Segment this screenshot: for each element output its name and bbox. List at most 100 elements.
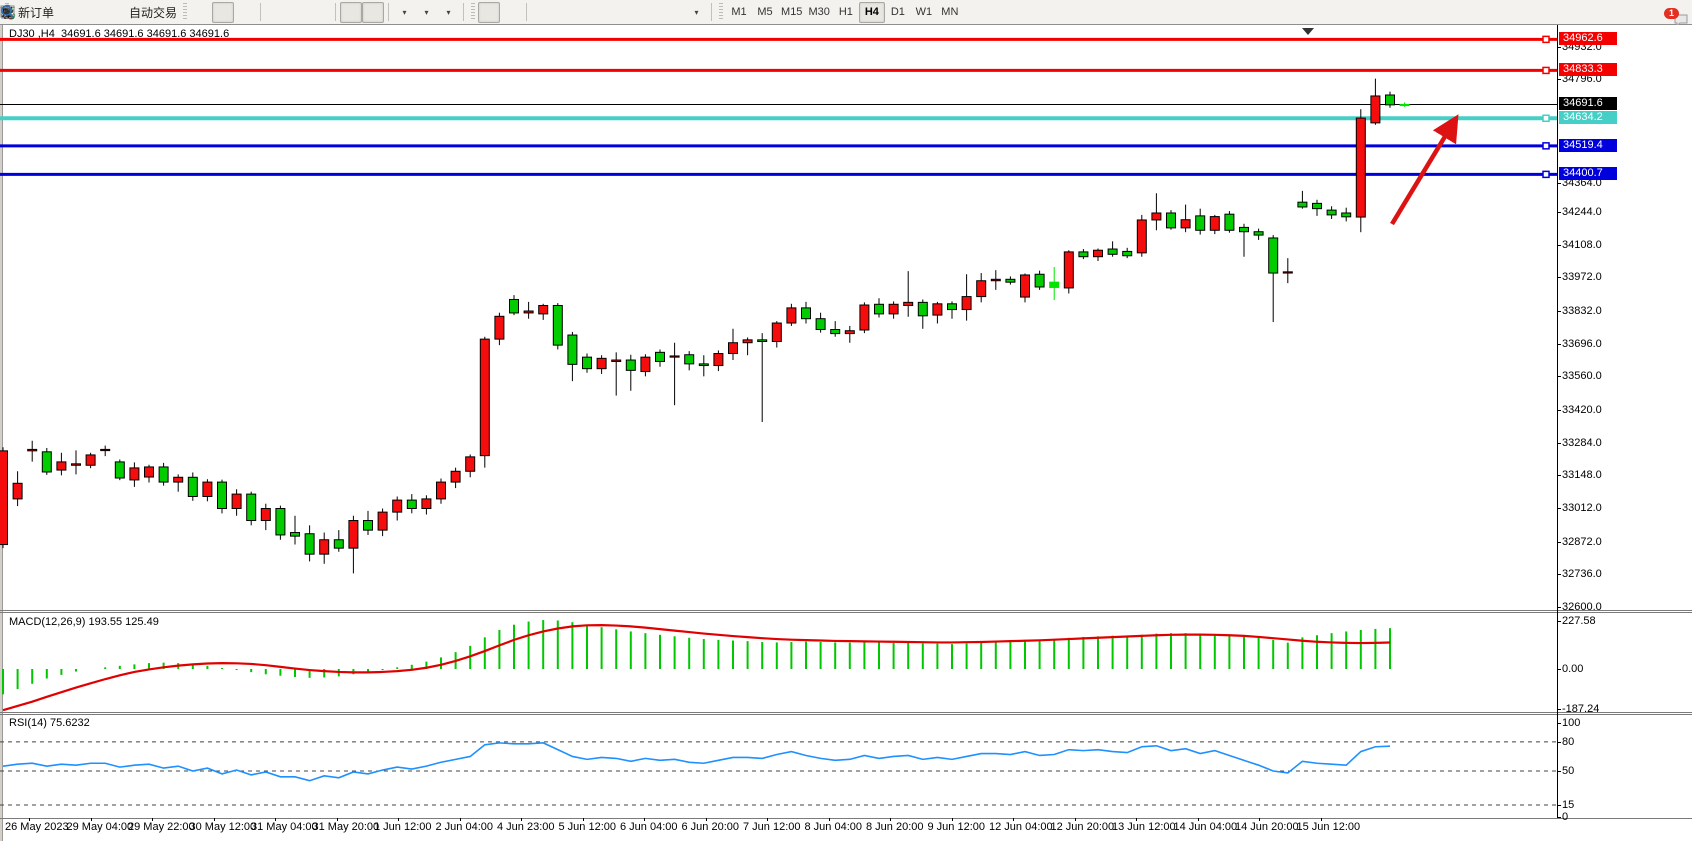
- price-pane[interactable]: [0, 25, 1557, 610]
- timeframe-button-m15[interactable]: M15: [781, 6, 803, 18]
- candle: [567, 331, 578, 382]
- text-tool-button[interactable]: A: [3, 2, 663, 23]
- candle: [917, 299, 928, 329]
- rsi-line: [2, 742, 1391, 782]
- candle: [479, 336, 490, 468]
- timeframe-button-mn[interactable]: MN: [941, 6, 959, 18]
- time-tick-mark: [90, 818, 92, 821]
- candle: [1063, 250, 1074, 294]
- candle: [1180, 204, 1191, 233]
- candle: [1005, 276, 1016, 285]
- time-axis-label: 30 May 12:00: [189, 821, 257, 833]
- time-tick-mark: [459, 818, 461, 821]
- timeframe-button-d1[interactable]: D1: [890, 6, 905, 18]
- candle: [844, 325, 855, 343]
- horizontal-line-tool-button[interactable]: [1, 2, 575, 23]
- candle: [231, 489, 242, 516]
- rsi-tick-mark: [1557, 817, 1561, 818]
- vertical-line-tool-button[interactable]: [6, 2, 553, 23]
- candle: [1151, 193, 1162, 231]
- zoom-in-button[interactable]: [1, 2, 287, 23]
- price-tick-label: 33832.0: [1562, 305, 1602, 317]
- chart-shift-button[interactable]: [0, 1, 385, 23]
- toolbar: 新订单 自动交易: [0, 0, 1692, 28]
- new-order-button[interactable]: 新订单: [1, 2, 57, 23]
- price-level-badge: 34634.2: [1559, 111, 1617, 125]
- market-button[interactable]: [0, 2, 79, 23]
- candle: [304, 525, 315, 562]
- candle: [1370, 78, 1381, 125]
- time-axis-label: 26 May 2023: [5, 821, 69, 833]
- period-dropdown-button[interactable]: ▾: [0, 2, 437, 23]
- rsi-pane[interactable]: [0, 715, 1557, 819]
- candle: [144, 464, 154, 483]
- macd-tick-label: -187.24: [1562, 702, 1600, 715]
- equidistant-channel-tool-button[interactable]: E: [0, 2, 619, 23]
- notifications-button[interactable]: 1: [1662, 2, 1688, 28]
- macd-tick-label: 227.58: [1562, 614, 1596, 627]
- candle: [1122, 247, 1133, 259]
- candle: [932, 301, 943, 324]
- autotrade-button[interactable]: 自动交易: [0, 2, 180, 23]
- arrows-dropdown-button[interactable]: ▾: [2, 2, 707, 23]
- rsi-tick-mark: [1557, 771, 1561, 772]
- candle: [27, 440, 38, 462]
- line-chart-button[interactable]: [0, 2, 256, 23]
- price-tick-label: 32600.0: [1562, 601, 1602, 614]
- candle: [129, 462, 140, 487]
- candle: [1341, 207, 1352, 222]
- timeframe-button-h1[interactable]: H1: [838, 6, 853, 18]
- timeframe-button-w1[interactable]: W1: [915, 6, 933, 18]
- chart-window[interactable]: DJ30 ,H4 34691.6 34691.6 34691.6 34691.6…: [0, 25, 1692, 841]
- candle: [494, 312, 505, 346]
- search-button[interactable]: [1, 2, 1662, 23]
- timeframe-button-m1[interactable]: M1: [731, 6, 747, 18]
- candle: [815, 312, 826, 333]
- candle: [728, 328, 738, 361]
- candle: [1078, 249, 1089, 260]
- new-order-label: 新订单: [18, 5, 55, 20]
- crosshair-tool-button[interactable]: [1, 2, 522, 23]
- auto-scroll-button[interactable]: [0, 1, 363, 23]
- indicators-dropdown-button[interactable]: ▾: [0, 2, 459, 23]
- cursor-tool-button[interactable]: [3, 1, 501, 23]
- candle: [406, 494, 417, 514]
- candle: [290, 515, 300, 545]
- zoom-out-button[interactable]: [1, 2, 309, 23]
- candle: [1297, 190, 1308, 209]
- macd-tick-mark: [1557, 669, 1561, 670]
- candle: [771, 321, 782, 348]
- text-label-tool-button[interactable]: T: [1, 2, 685, 23]
- macd-pane[interactable]: [0, 613, 1557, 713]
- rsi-tick-mark: [1557, 722, 1561, 724]
- price-tick-label: 34108.0: [1562, 238, 1602, 251]
- candle: [655, 349, 665, 367]
- trendline-tool-button[interactable]: [1, 2, 597, 23]
- time-tick-mark: [1197, 818, 1199, 821]
- new-chart-dropdown-button[interactable]: ▾: [0, 2, 415, 23]
- autotrade-label: 自动交易: [129, 5, 178, 20]
- price-tick-mark: [1557, 183, 1561, 185]
- price-tick-mark: [1557, 574, 1561, 576]
- candle: [41, 447, 52, 475]
- candle: [830, 321, 841, 337]
- candle: [1166, 210, 1176, 230]
- search-icon: [1, 5, 15, 19]
- candle: [246, 491, 257, 526]
- tile-windows-button[interactable]: [0, 2, 331, 23]
- candle: [1195, 208, 1206, 235]
- candle: [1355, 109, 1366, 233]
- dropdown-caret-icon: ▾: [694, 7, 699, 17]
- signals-button[interactable]: [1, 2, 123, 23]
- time-axis-label: 14 Jun 04:00: [1173, 821, 1238, 833]
- timeframe-button-h4[interactable]: H4: [858, 1, 885, 23]
- bar-chart-button[interactable]: [1, 2, 212, 23]
- time-tick-mark: [29, 818, 30, 821]
- candlestick-chart-button[interactable]: [2, 1, 235, 23]
- timeframe-button-m5[interactable]: M5: [757, 6, 773, 18]
- terminal-button[interactable]: [1, 2, 101, 23]
- timeframe-button-m30[interactable]: M30: [808, 6, 830, 18]
- macd-indicator-label: MACD(12,26,9) 193.55 125.49: [9, 616, 159, 628]
- fibonacci-tool-button[interactable]: F: [1, 2, 641, 23]
